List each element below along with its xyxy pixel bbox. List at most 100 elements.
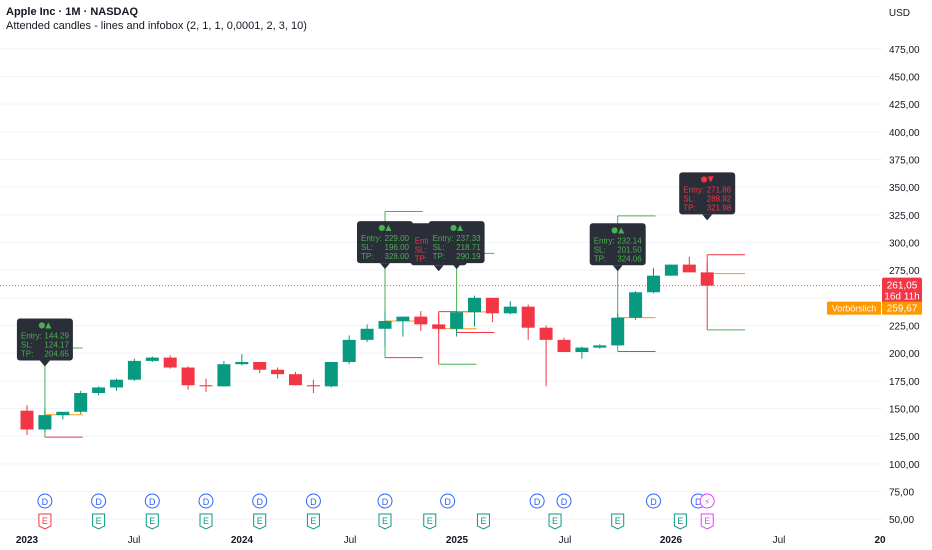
candle-body[interactable] <box>324 362 338 387</box>
earnings-marker[interactable] <box>199 513 213 530</box>
x-tick-label: 2023 <box>16 535 39 546</box>
signal-infobox[interactable] <box>16 318 73 361</box>
earnings-marker[interactable] <box>423 513 437 530</box>
candle-body[interactable] <box>342 339 356 362</box>
candle-body[interactable] <box>38 415 52 430</box>
candle-body[interactable] <box>271 369 285 375</box>
earnings-marker[interactable] <box>378 513 392 530</box>
infobox-label: TP: <box>594 254 606 263</box>
candle-body[interactable] <box>378 321 392 329</box>
infobox-value: 328.00 <box>385 252 410 261</box>
candle-body[interactable] <box>629 292 643 318</box>
candle-body[interactable] <box>360 328 374 340</box>
candle-body[interactable] <box>682 264 696 273</box>
y-tick-label: 50,00 <box>889 515 914 526</box>
dividend-marker[interactable] <box>198 493 214 509</box>
earnings-marker[interactable] <box>253 513 267 530</box>
earnings-marker[interactable] <box>548 513 562 530</box>
short-signal-icon: ●▼ <box>701 174 715 183</box>
infobox-label: SL: <box>433 243 445 252</box>
dividend-letter: D <box>149 497 156 507</box>
infobox-label: TP: <box>433 252 445 261</box>
signal-infobox[interactable] <box>428 221 485 264</box>
candle-body[interactable] <box>110 379 123 388</box>
candle-body[interactable] <box>92 387 106 393</box>
candle-body[interactable] <box>289 374 302 386</box>
earnings-marker[interactable] <box>611 513 625 530</box>
y-tick-label: 100,00 <box>889 460 920 471</box>
candle-body[interactable] <box>485 297 499 314</box>
dividend-marker[interactable] <box>377 493 393 509</box>
candle-body[interactable] <box>432 324 446 329</box>
candle-body[interactable] <box>664 264 678 276</box>
infobox-label: Entry: <box>21 331 42 340</box>
earnings-marker[interactable] <box>92 513 106 530</box>
y-tick-label: 350,00 <box>889 183 920 194</box>
premarket-badge <box>882 301 922 315</box>
candle-body[interactable] <box>396 316 410 322</box>
candle-body[interactable] <box>20 410 34 430</box>
earnings-letter: E <box>42 516 48 526</box>
candle-body[interactable] <box>235 362 249 365</box>
signal-infobox[interactable] <box>589 223 646 266</box>
candle-body[interactable] <box>127 360 141 380</box>
dividend-marker[interactable] <box>646 493 661 509</box>
infobox-label: Entry: <box>433 234 454 243</box>
candle-body[interactable] <box>414 316 428 325</box>
dividend-letter: D <box>256 497 263 507</box>
candle-body[interactable] <box>163 357 177 368</box>
dividend-letter: D <box>382 497 389 507</box>
infobox-label: Entry: <box>594 236 615 245</box>
signal-infobox[interactable] <box>679 172 736 215</box>
candle-body[interactable] <box>700 272 714 286</box>
x-tick-label: 2025 <box>446 535 469 546</box>
earnings-marker[interactable] <box>145 513 159 530</box>
candle-body[interactable] <box>611 317 625 346</box>
candle-body[interactable] <box>56 411 70 416</box>
upcoming-event-icon[interactable] <box>699 493 715 509</box>
dividend-marker[interactable] <box>91 493 107 509</box>
candle-body[interactable] <box>306 385 320 387</box>
dividend-marker[interactable] <box>144 493 160 509</box>
candle-body[interactable] <box>199 385 213 387</box>
candle-body[interactable] <box>503 306 517 314</box>
dividend-marker[interactable] <box>37 493 53 509</box>
earnings-marker[interactable] <box>476 513 490 530</box>
indicator-label[interactable]: Attended candles - lines and infobox (2,… <box>6 20 307 32</box>
candle-body[interactable] <box>74 392 88 412</box>
earnings-marker[interactable] <box>38 513 52 530</box>
earnings-marker[interactable] <box>306 513 320 530</box>
signal-infobox[interactable] <box>357 221 413 264</box>
candle-body[interactable] <box>539 327 553 340</box>
y-tick-label: 200,00 <box>889 349 920 360</box>
long-signal-icon: ●▲ <box>38 320 52 329</box>
infobox-pointer <box>433 265 444 272</box>
x-tick-label: Jul <box>559 535 572 546</box>
dividend-letter: D <box>534 497 541 507</box>
earnings-letter: E <box>704 516 710 526</box>
candle-body[interactable] <box>593 345 607 348</box>
dividend-marker[interactable] <box>305 493 321 509</box>
candle-body[interactable] <box>647 275 660 293</box>
candle-body[interactable] <box>450 312 464 329</box>
dividend-letter: D <box>561 497 568 507</box>
candle-body[interactable] <box>181 367 195 386</box>
candle-body[interactable] <box>575 347 589 353</box>
dividend-marker[interactable] <box>252 493 268 509</box>
upcoming-earnings-marker[interactable] <box>700 513 714 530</box>
candle-body[interactable] <box>217 364 231 387</box>
earnings-letter: E <box>257 516 263 526</box>
candle-body[interactable] <box>145 357 159 361</box>
dividend-marker[interactable] <box>440 493 456 509</box>
candle-body[interactable] <box>468 297 481 313</box>
candle-body[interactable] <box>253 362 267 370</box>
earnings-marker[interactable] <box>673 513 687 530</box>
candle-body[interactable] <box>521 306 535 328</box>
earnings-letter: E <box>96 516 102 526</box>
dividend-letter: D <box>42 497 49 507</box>
dividend-marker[interactable] <box>556 493 572 509</box>
infobox-value: 201.50 <box>617 245 642 254</box>
dividend-marker[interactable] <box>529 493 545 509</box>
candle-body[interactable] <box>557 339 571 353</box>
